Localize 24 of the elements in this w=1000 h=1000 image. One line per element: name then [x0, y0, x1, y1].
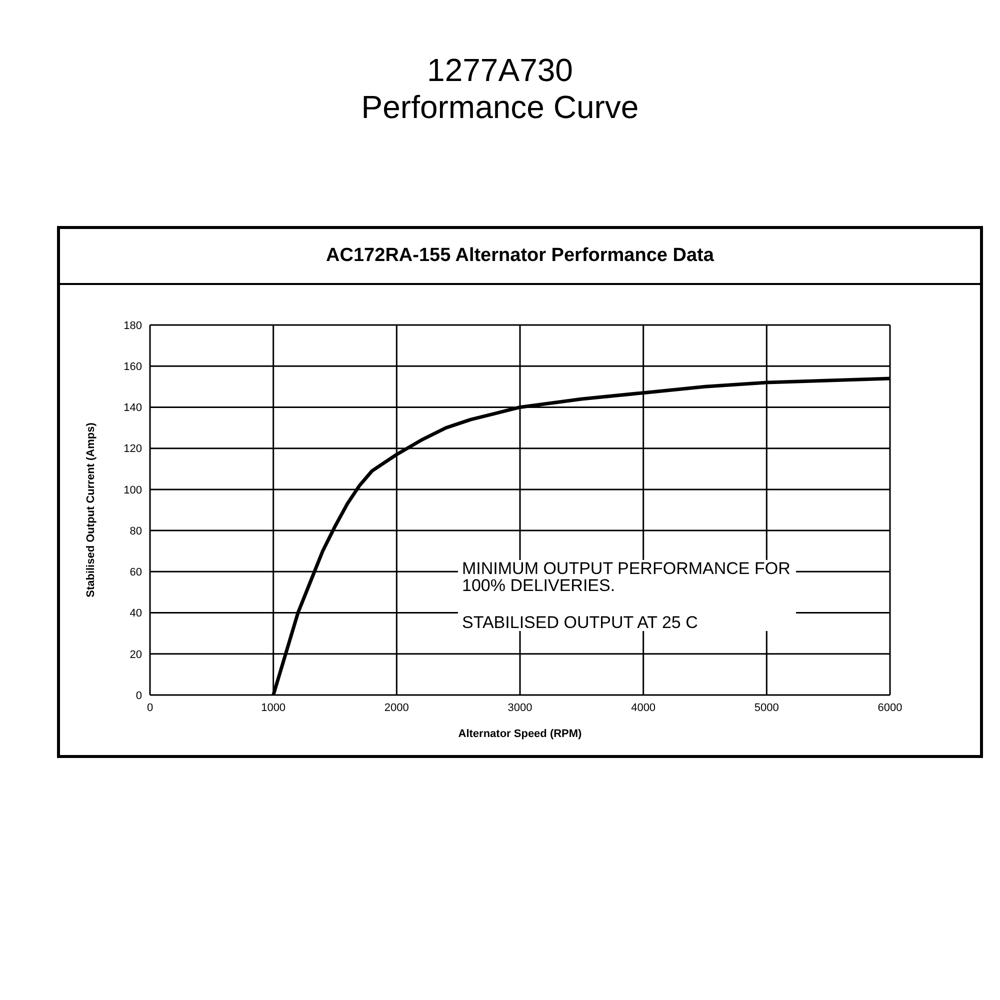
x-tick-label: 4000 [631, 702, 656, 714]
y-tick-label: 120 [124, 443, 142, 456]
x-axis-title: Alternator Speed (RPM) [458, 728, 582, 740]
y-tick-label: 60 [130, 566, 142, 579]
text: AC172RA-155 Alternator Performance Data [60, 229, 980, 285]
annotation: STABILISED OUTPUT AT 25 C [462, 613, 699, 632]
x-tick-label: 6000 [878, 702, 902, 714]
y-tick-label: 80 [130, 525, 142, 538]
x-tick-label: 1000 [261, 702, 286, 714]
y-tick-label: 180 [124, 320, 142, 332]
y-tick-label: 40 [130, 608, 142, 620]
annotation: MINIMUM OUTPUT PERFORMANCE FOR 100% DELIVERIES. [462, 559, 792, 595]
x-tick-label: 3000 [508, 702, 532, 714]
y-tick-label: 160 [124, 361, 142, 374]
x-tick-label: 5000 [754, 702, 779, 714]
y-tick-label: 100 [124, 484, 142, 496]
x-tick-label: 2000 [384, 702, 409, 714]
y-tick-label: 20 [130, 648, 142, 661]
y-axis-title: Stabilised Output Current (Amps) [84, 422, 97, 598]
chart-subtitle: Performance Curve [360, 89, 640, 126]
chart-title: 1277A730 [426, 52, 574, 89]
y-tick-label: 0 [136, 690, 142, 702]
x-tick-label: 0 [146, 702, 154, 714]
y-tick-label: 140 [124, 402, 142, 414]
